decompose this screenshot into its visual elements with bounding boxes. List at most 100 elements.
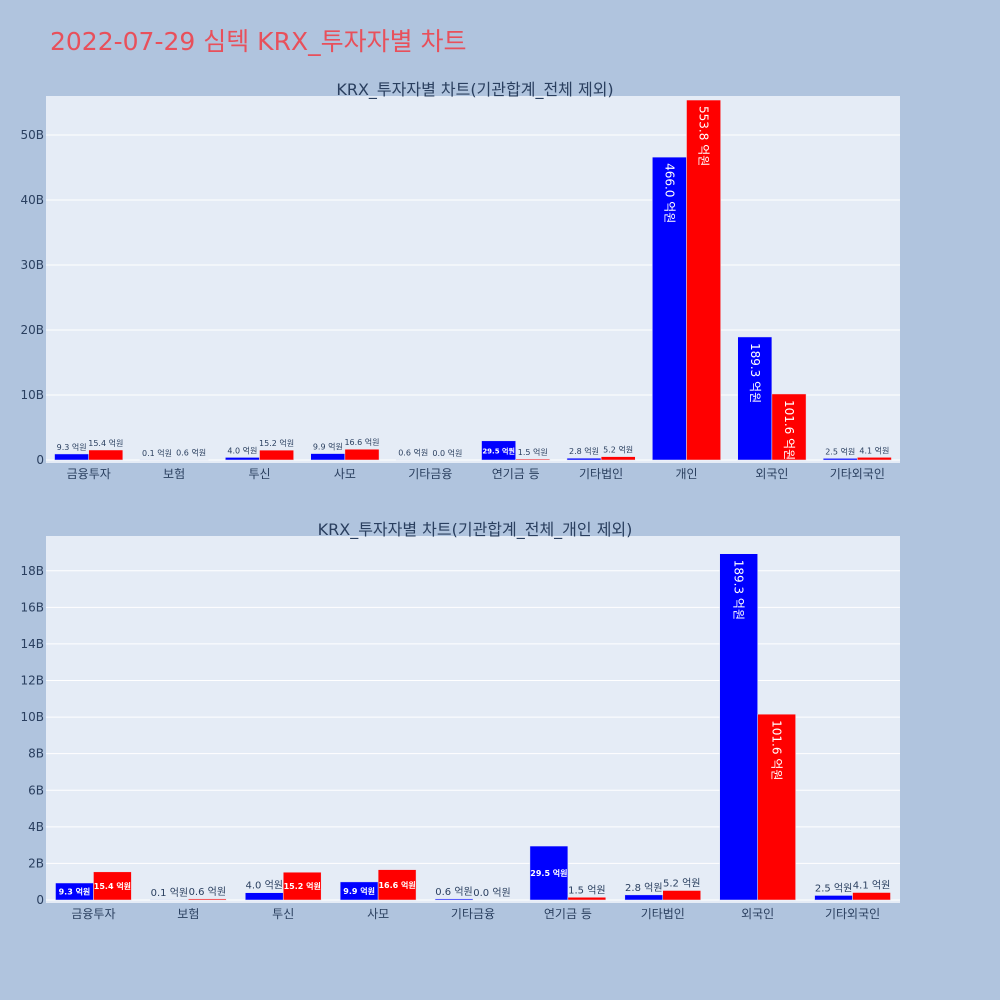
y-tick-label: 50B [20,128,44,142]
x-tick-label: 외국인 [755,467,788,481]
data-label: 0.6 억원 [176,448,206,458]
data-label: 0.1 억원 [142,448,172,458]
x-tick-label: 금융투자 [67,467,111,481]
y-tick-label: 0 [36,453,44,467]
buy-bar [54,453,89,461]
sell-bar [88,449,124,461]
y-tick-label: 8B [28,747,44,761]
x-tick-label: 보험 [163,467,185,481]
x-tick-label: 사모 [367,907,389,921]
y-tick-label: 20B [20,323,44,337]
chart-title: KRX_투자자별 차트(기관합계_전체_개인 제외) [318,520,633,540]
y-tick-label: 0 [36,893,44,907]
data-label: 16.6 억원 [378,880,415,890]
buy-bar [624,894,664,901]
data-label: 553.8 억원 [697,106,711,166]
data-label: 15.2 억원 [259,438,294,448]
x-tick-label: 기타외국인 [830,467,885,481]
data-label: 5.2 억원 [603,445,633,455]
buy-bar [814,895,853,901]
x-tick-label: 투신 [248,467,270,481]
sell-bar [600,456,636,461]
sell-bar [852,892,891,901]
sell-bar [757,713,796,901]
data-label: 1.5 억원 [518,447,548,457]
buy-bar [481,440,516,461]
y-tick-label: 14B [20,637,44,651]
data-label: 0.6 억원 [189,886,226,898]
y-tick-label: 18B [20,564,44,578]
x-tick-label: 기타법인 [641,907,685,921]
sell-bar [188,898,227,901]
x-tick-label: 외국인 [741,907,774,921]
data-label: 0.0 억원 [432,448,462,458]
data-label: 15.2 억원 [284,881,321,891]
y-tick-label: 10B [20,710,44,724]
sell-bar [344,448,380,461]
data-label: 2.8 억원 [625,882,662,894]
page-title: 2022-07-29 심텍 KRX_투자자별 차트 [50,27,467,56]
x-tick-label: 연기금 등 [544,907,592,921]
data-label: 0.6 억원 [435,886,472,898]
sell-bar [857,457,892,461]
data-label: 0.1 억원 [151,887,188,899]
data-label: 9.9 억원 [313,442,343,452]
data-label: 189.3 억원 [748,343,762,403]
y-tick-label: 6B [28,783,44,797]
data-label: 4.0 억원 [227,445,257,455]
y-tick-label: 10B [20,388,44,402]
buy-bar [225,457,260,461]
data-label: 101.6 억원 [782,400,796,460]
data-label: 1.5 억원 [568,884,605,896]
sell-bar [771,393,807,461]
data-label: 16.6 억원 [344,437,379,447]
data-label: 9.3 억원 [59,886,91,896]
sell-bar [662,890,701,901]
x-tick-label: 금융투자 [71,907,115,921]
data-label: 466.0 억원 [662,163,676,223]
y-tick-label: 40B [20,193,44,207]
buy-bar [310,453,346,461]
buy-bar [529,845,569,901]
sell-bar [686,99,721,461]
buy-bar [719,553,758,901]
y-tick-label: 30B [20,258,44,272]
buy-bar [652,156,687,461]
data-label: 101.6 억원 [770,720,784,780]
x-tick-label: 투신 [272,907,294,921]
buy-bar [566,457,602,461]
x-tick-label: 사모 [334,467,356,481]
data-label: 29.5 억원 [530,868,567,878]
data-label: 4.0 억원 [246,880,283,892]
data-label: 5.2 억원 [663,877,700,889]
sell-bar [515,458,551,461]
y-tick-label: 12B [20,674,44,688]
data-label: 0.6 억원 [398,448,428,458]
data-label: 2.8 억원 [569,446,599,456]
data-label: 9.3 억원 [57,442,87,452]
sell-bar [93,871,132,901]
data-label: 2.5 억원 [825,446,855,456]
data-label: 15.4 억원 [94,881,131,891]
data-label: 0.0 억원 [473,887,510,899]
data-label: 2.5 억원 [815,882,852,894]
sell-bar [282,871,322,901]
x-tick-label: 기타법인 [579,467,623,481]
data-label: 29.5 억원 [482,446,515,455]
chart-title: KRX_투자자별 차트(기관합계_전체 제외) [336,80,613,100]
data-label: 9.9 억원 [343,886,375,896]
buy-bar [245,892,284,901]
buy-bar [737,336,773,461]
buy-bar [822,458,858,461]
y-tick-label: 4B [28,820,44,834]
data-label: 189.3 억원 [732,560,746,620]
data-label: 4.1 억원 [859,445,889,455]
x-tick-label: 개인 [675,467,697,481]
data-label: 15.4 억원 [88,438,123,448]
x-tick-label: 기타금융 [408,467,452,481]
y-tick-label: 16B [20,600,44,614]
x-tick-label: 기타금융 [451,907,495,921]
sell-bar [377,869,417,901]
buy-bar [434,898,474,901]
